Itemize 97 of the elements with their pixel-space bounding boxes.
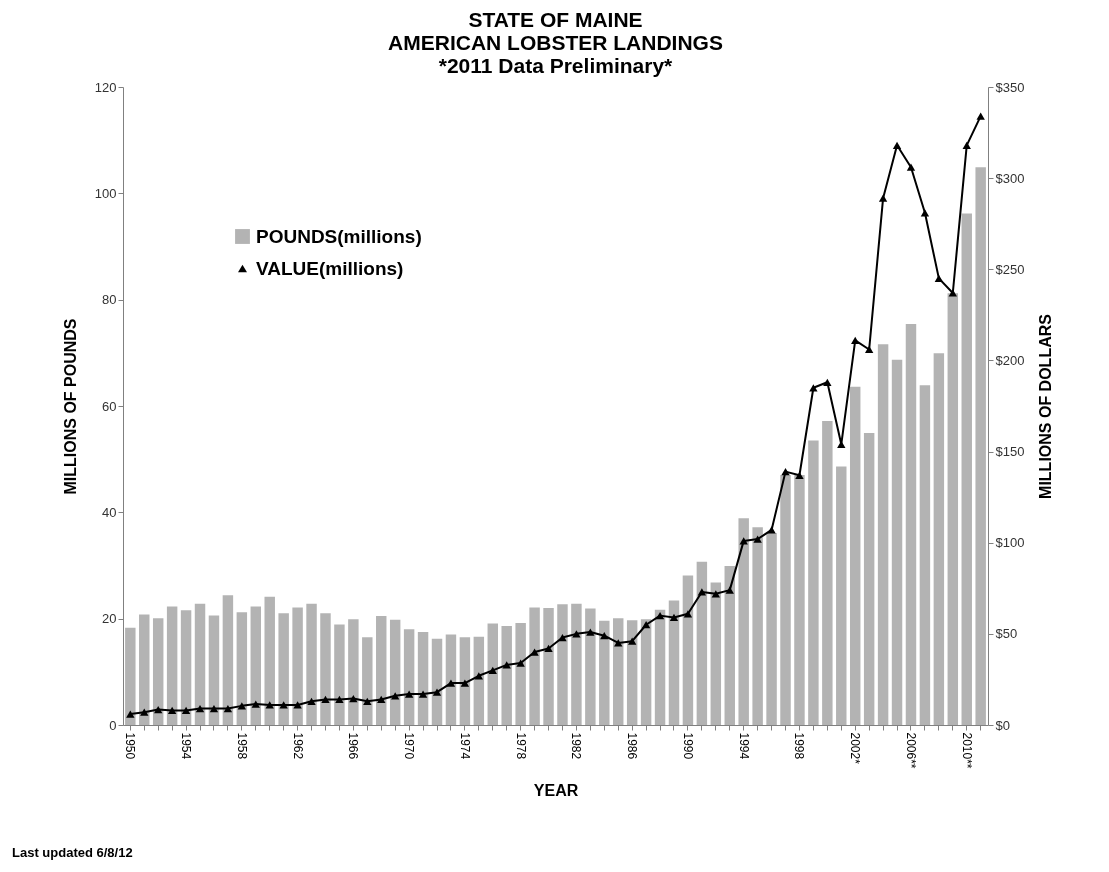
x-tick-label: 1994 xyxy=(736,732,751,760)
bar xyxy=(473,636,485,725)
bar xyxy=(543,608,554,725)
y-tick-label: 40 xyxy=(102,504,117,520)
bar xyxy=(613,618,624,725)
x-axis-title: YEAR xyxy=(533,781,579,799)
bar xyxy=(808,440,819,725)
y-tick-label: 20 xyxy=(102,611,117,627)
bar xyxy=(682,575,694,725)
bar xyxy=(975,167,986,725)
chart-title: STATE OF MAINE AMERICAN LOBSTER LANDINGS xyxy=(388,8,723,54)
bar xyxy=(640,619,652,725)
x-tick-label: 1954 xyxy=(179,732,194,760)
bar xyxy=(571,603,582,725)
y-tick-label: 80 xyxy=(102,292,117,308)
x-tick-label: 1962 xyxy=(290,732,305,760)
x-tick-label: 2006** xyxy=(903,732,918,769)
bar xyxy=(376,616,387,725)
x-tick-label: 1966 xyxy=(346,732,361,760)
y2-tick-label: $0 xyxy=(995,717,1010,733)
bar xyxy=(891,359,903,725)
x-tick-label: 1950 xyxy=(123,732,138,760)
x-tick-label: 1998 xyxy=(792,732,807,760)
legend-label: VALUE(millions) xyxy=(256,257,404,279)
bar xyxy=(822,420,833,725)
bar xyxy=(515,622,526,725)
y2-tick-label: $300 xyxy=(995,170,1025,186)
bar xyxy=(654,609,666,725)
bar xyxy=(431,638,443,725)
y2-tick-label: $350 xyxy=(995,79,1025,95)
bar xyxy=(836,466,847,725)
bar xyxy=(933,353,945,725)
bar xyxy=(152,618,164,725)
y-tick-label: 100 xyxy=(94,185,117,201)
bar xyxy=(417,631,429,725)
bar xyxy=(320,613,331,725)
bar xyxy=(306,603,317,725)
bar xyxy=(961,213,972,725)
bar xyxy=(278,613,289,725)
bar xyxy=(166,606,178,725)
bar xyxy=(696,561,708,725)
bar xyxy=(738,518,749,725)
bar xyxy=(250,606,262,725)
x-tick-label: 2002* xyxy=(848,732,863,765)
bar xyxy=(752,527,763,725)
y-axis-title: MILLIONS OF POUNDS xyxy=(61,318,79,495)
bar xyxy=(626,620,638,725)
y2-tick-label: $150 xyxy=(995,444,1025,460)
bar xyxy=(139,614,150,725)
bar xyxy=(919,385,931,725)
x-tick-label: 1974 xyxy=(457,732,472,760)
bar xyxy=(905,324,917,725)
x-tick-label: 1978 xyxy=(513,732,528,760)
bar xyxy=(222,595,234,725)
bar xyxy=(557,604,568,725)
x-tick-label: 1958 xyxy=(234,732,249,760)
bar xyxy=(724,566,735,725)
bar xyxy=(403,629,415,725)
x-tick-label: 1970 xyxy=(402,732,417,760)
bar xyxy=(194,603,206,725)
bar xyxy=(863,433,875,725)
bar xyxy=(389,619,401,725)
bar xyxy=(208,615,220,725)
bar xyxy=(501,626,512,725)
y2-tick-label: $250 xyxy=(995,261,1025,277)
bar xyxy=(459,637,471,725)
bar xyxy=(348,619,359,725)
x-tick-label: 2010** xyxy=(959,732,974,769)
y2-axis-title: MILLIONS OF DOLLARS xyxy=(1037,313,1055,499)
x-tick-label: 1982 xyxy=(569,732,584,760)
y2-tick-label: $100 xyxy=(995,535,1025,551)
bar xyxy=(362,637,373,725)
y2-tick-label: $200 xyxy=(995,352,1025,368)
y2-tick-label: $50 xyxy=(995,626,1018,642)
bar xyxy=(125,627,136,725)
bar xyxy=(334,624,345,725)
bar xyxy=(585,608,596,725)
bar xyxy=(180,610,192,725)
bar xyxy=(292,607,303,725)
y-tick-label: 120 xyxy=(94,79,117,95)
y-tick-label: 60 xyxy=(102,398,117,414)
bar xyxy=(487,623,498,725)
bar xyxy=(877,344,889,725)
bar xyxy=(445,634,457,725)
chart-subtitle: *2011 Data Preliminary* xyxy=(438,54,674,77)
y-tick-label: 0 xyxy=(109,717,117,733)
bar xyxy=(849,386,861,725)
legend-label: POUNDS(millions) xyxy=(256,225,422,247)
text: Last updated 6/8/12 xyxy=(12,845,133,860)
bar xyxy=(668,600,680,725)
x-tick-label: 1990 xyxy=(680,732,695,760)
bar xyxy=(236,612,248,725)
bar xyxy=(599,620,610,725)
x-tick-label: 1986 xyxy=(625,732,640,760)
bar xyxy=(264,596,275,725)
bar xyxy=(710,582,722,725)
bar xyxy=(529,607,540,725)
